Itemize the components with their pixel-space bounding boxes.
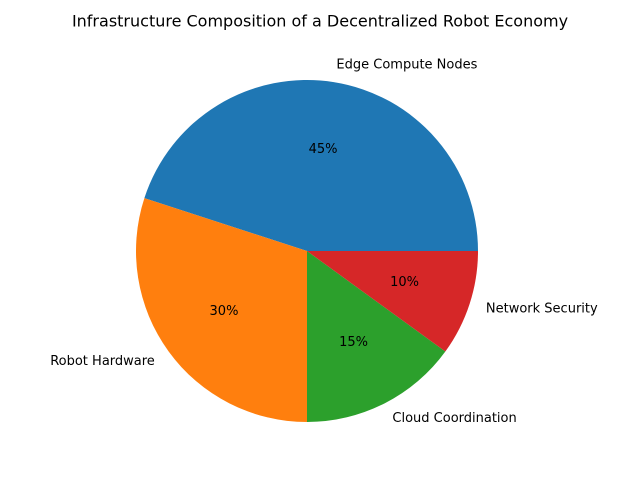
pie-slice [144,80,479,251]
pie-slice [307,251,478,352]
pie-slice [136,198,307,422]
value-label: 30% [210,304,239,319]
slice-label: Network Security [486,302,598,317]
chart-title: Infrastructure Composition of a Decentra… [72,12,568,31]
value-label: 15% [339,335,368,350]
value-label: 45% [309,142,338,157]
slice-label: Robot Hardware [50,354,155,369]
slice-label: Edge Compute Nodes [336,58,477,73]
value-label: 10% [390,275,419,290]
slice-label: Cloud Coordination [392,411,516,426]
pie-slice [307,251,446,422]
